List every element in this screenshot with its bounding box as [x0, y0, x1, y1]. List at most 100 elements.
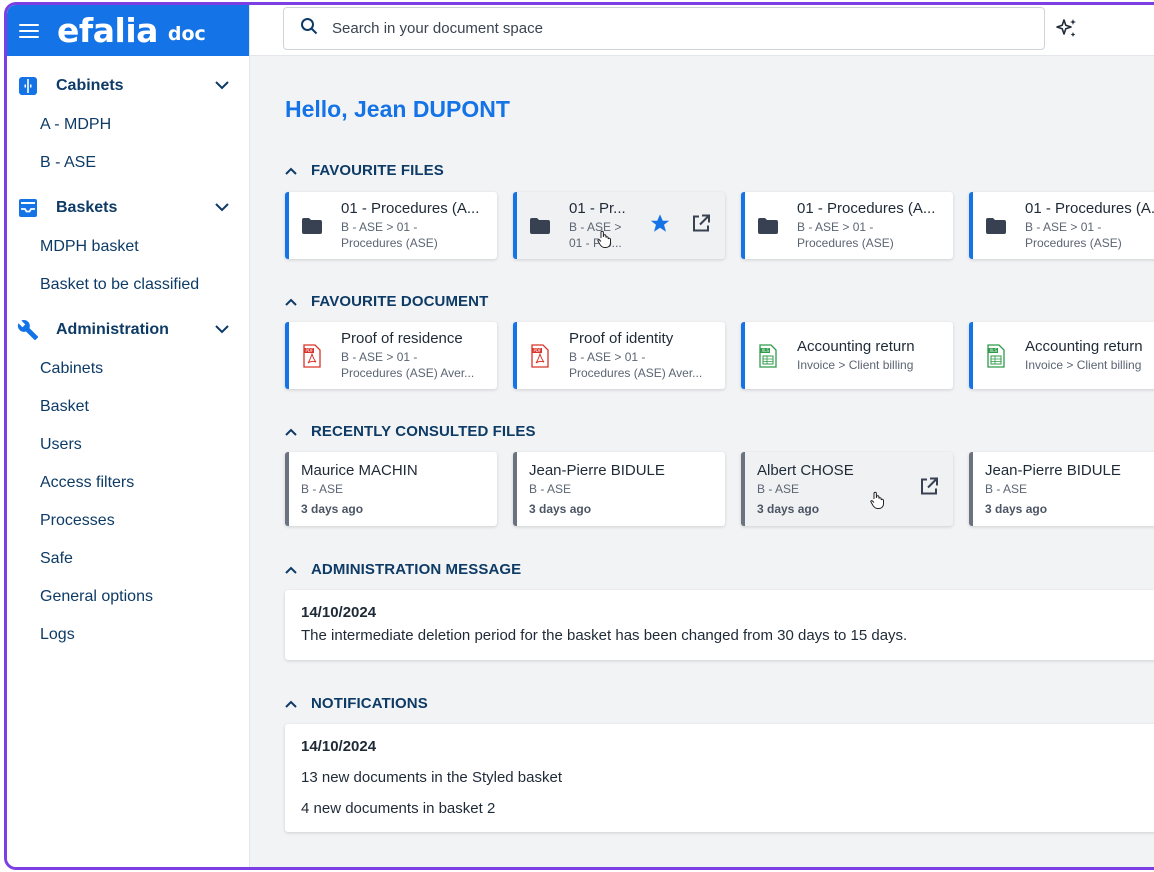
favourite-document-card[interactable]: PDF Proof of residence B - ASE > 01 - Pr…: [285, 322, 497, 389]
favourite-file-card[interactable]: 01 - Pr... B - ASE > 01 - Pro...: [513, 192, 725, 259]
open-external-icon[interactable]: [919, 477, 939, 502]
brand-bar: efalia doc: [7, 5, 249, 56]
brand-logo[interactable]: efalia: [57, 11, 158, 50]
pdf-file-icon: PDF: [301, 343, 323, 368]
recent-file-card[interactable]: Albert CHOSE B - ASE 3 days ago: [741, 452, 953, 526]
ai-sparkle-icon[interactable]: [1055, 17, 1079, 46]
chevron-down-icon[interactable]: [215, 77, 229, 95]
notification-item[interactable]: 4 new documents in basket 2: [301, 800, 496, 817]
notification-item[interactable]: 13 new documents in the Styled basket: [301, 769, 562, 786]
chevron-up-icon[interactable]: [285, 293, 297, 310]
section-title: ADMINISTRATION MESSAGE: [311, 561, 522, 578]
recent-file-card[interactable]: Jean-Pierre BIDULE B - ASE 3 days ago: [969, 452, 1154, 526]
sidebar-item-processes[interactable]: Processes: [40, 512, 115, 529]
sidebar-group-cabinets[interactable]: Cabinets: [7, 66, 249, 106]
card-path: Procedures (ASE): [341, 236, 438, 250]
main-content: Hello, Jean DUPONT FAVOURITE FILES 01 - …: [250, 56, 1154, 867]
search-input[interactable]: Search in your document space: [332, 20, 543, 37]
sidebar-item-access-filters[interactable]: Access filters: [40, 474, 135, 491]
svg-text:XLS: XLS: [990, 348, 998, 353]
section-notifications[interactable]: NOTIFICATIONS: [285, 695, 428, 712]
sidebar-item-general-options[interactable]: General options: [40, 588, 153, 605]
sidebar-item-basket-to-be-classified[interactable]: Basket to be classified: [40, 276, 200, 293]
search-bar[interactable]: Search in your document space: [283, 7, 1045, 50]
section-favourite-files[interactable]: FAVOURITE FILES: [285, 162, 444, 179]
folder-icon: [985, 217, 1007, 234]
sidebar-item-logs[interactable]: Logs: [40, 626, 75, 643]
admin-message-panel: 14/10/2024 The intermediate deletion per…: [285, 590, 1154, 660]
recent-files-list: Maurice MACHIN B - ASE 3 days ago Jean-P…: [285, 452, 1154, 526]
star-icon[interactable]: [649, 212, 671, 239]
card-path: Invoice > Client billing: [797, 358, 914, 372]
svg-text:XLS: XLS: [762, 348, 770, 353]
xls-file-icon: XLS: [985, 343, 1007, 368]
sidebar-item-users[interactable]: Users: [40, 436, 82, 453]
chevron-up-icon[interactable]: [285, 695, 297, 712]
favourite-document-card[interactable]: XLS Accounting return Invoice > Client b…: [969, 322, 1154, 389]
folder-icon: [529, 217, 551, 234]
card-path: B - ASE: [985, 482, 1028, 496]
chevron-up-icon[interactable]: [285, 561, 297, 578]
favourite-file-card[interactable]: 01 - Procedures (A... B - ASE > 01 - Pro…: [741, 192, 953, 259]
card-title: 01 - Pr...: [569, 200, 626, 217]
recent-file-card[interactable]: Maurice MACHIN B - ASE 3 days ago: [285, 452, 497, 526]
section-title: NOTIFICATIONS: [311, 695, 428, 712]
card-title: Jean-Pierre BIDULE: [529, 462, 665, 479]
chevron-up-icon[interactable]: [285, 423, 297, 440]
app-window: efalia doc Cabinets A - MDPH B - ASE Bas…: [4, 2, 1154, 870]
sidebar-nav: Cabinets A - MDPH B - ASE Baskets MDPH b…: [7, 56, 249, 654]
folder-icon: [301, 217, 323, 234]
card-path: B - ASE > 01 -: [797, 220, 874, 234]
message-date: 14/10/2024: [301, 604, 377, 621]
chevron-down-icon[interactable]: [215, 321, 229, 339]
svg-text:PDF: PDF: [534, 348, 542, 353]
sidebar-item-b-ase[interactable]: B - ASE: [40, 154, 97, 171]
card-path: B - ASE > 01 -: [341, 220, 418, 234]
card-path: B - ASE: [529, 482, 572, 496]
search-icon[interactable]: [300, 17, 318, 40]
hand-cursor-icon: [870, 491, 884, 514]
favourite-files-list: 01 - Procedures (A... B - ASE > 01 - Pro…: [285, 192, 1154, 259]
card-path: B - ASE > 01 -: [569, 350, 646, 364]
sidebar-item-cabinets[interactable]: Cabinets: [40, 360, 104, 377]
favourite-documents-list: PDF Proof of residence B - ASE > 01 - Pr…: [285, 322, 1154, 389]
card-title: 01 - Procedures (A...: [1025, 200, 1154, 217]
section-title: RECENTLY CONSULTED FILES: [311, 423, 536, 440]
favourite-file-card[interactable]: 01 - Procedures (A... B - ASE > 01 - Pro…: [969, 192, 1154, 259]
card-title: Jean-Pierre BIDULE: [985, 462, 1121, 479]
chevron-down-icon[interactable]: [215, 199, 229, 217]
sidebar-item-safe[interactable]: Safe: [40, 550, 73, 567]
sidebar-group-administration[interactable]: Administration: [7, 310, 249, 350]
card-path: Procedures (ASE) Aver...: [569, 366, 703, 380]
sidebar-group-label: Cabinets: [56, 77, 124, 94]
sidebar-item-basket[interactable]: Basket: [40, 398, 89, 415]
section-title: FAVOURITE DOCUMENT: [311, 293, 489, 310]
card-timestamp: 3 days ago: [301, 502, 364, 516]
favourite-document-card[interactable]: PDF Proof of identity B - ASE > 01 - Pro…: [513, 322, 725, 389]
open-external-icon[interactable]: [691, 213, 711, 238]
inbox-icon: [17, 197, 39, 219]
sidebar-group-label: Administration: [56, 321, 169, 338]
section-admin-message[interactable]: ADMINISTRATION MESSAGE: [285, 561, 521, 578]
chevron-up-icon[interactable]: [285, 162, 297, 179]
brand-product: doc: [167, 22, 206, 45]
section-favourite-document[interactable]: FAVOURITE DOCUMENT: [285, 293, 488, 310]
sidebar-group-baskets[interactable]: Baskets: [7, 188, 249, 228]
section-recent-files[interactable]: RECENTLY CONSULTED FILES: [285, 423, 536, 440]
hand-cursor-icon: [597, 230, 611, 253]
folder-icon: [757, 217, 779, 234]
hamburger-menu-icon[interactable]: [19, 23, 39, 38]
card-path: Invoice > Client billing: [1025, 358, 1142, 372]
card-actions: [649, 212, 711, 239]
favourite-file-card[interactable]: 01 - Procedures (A... B - ASE > 01 - Pro…: [285, 192, 497, 259]
card-title: Maurice MACHIN: [301, 462, 418, 479]
sidebar-item-a-mdph[interactable]: A - MDPH: [40, 116, 112, 133]
card-title: 01 - Procedures (A...: [797, 200, 936, 217]
favourite-document-card[interactable]: XLS Accounting return Invoice > Client b…: [741, 322, 953, 389]
svg-text:PDF: PDF: [306, 348, 314, 353]
recent-file-card[interactable]: Jean-Pierre BIDULE B - ASE 3 days ago: [513, 452, 725, 526]
sidebar-item-mdph-basket[interactable]: MDPH basket: [40, 238, 139, 255]
card-timestamp: 3 days ago: [985, 502, 1048, 516]
xls-file-icon: XLS: [757, 343, 779, 368]
card-path: B - ASE: [301, 482, 344, 496]
